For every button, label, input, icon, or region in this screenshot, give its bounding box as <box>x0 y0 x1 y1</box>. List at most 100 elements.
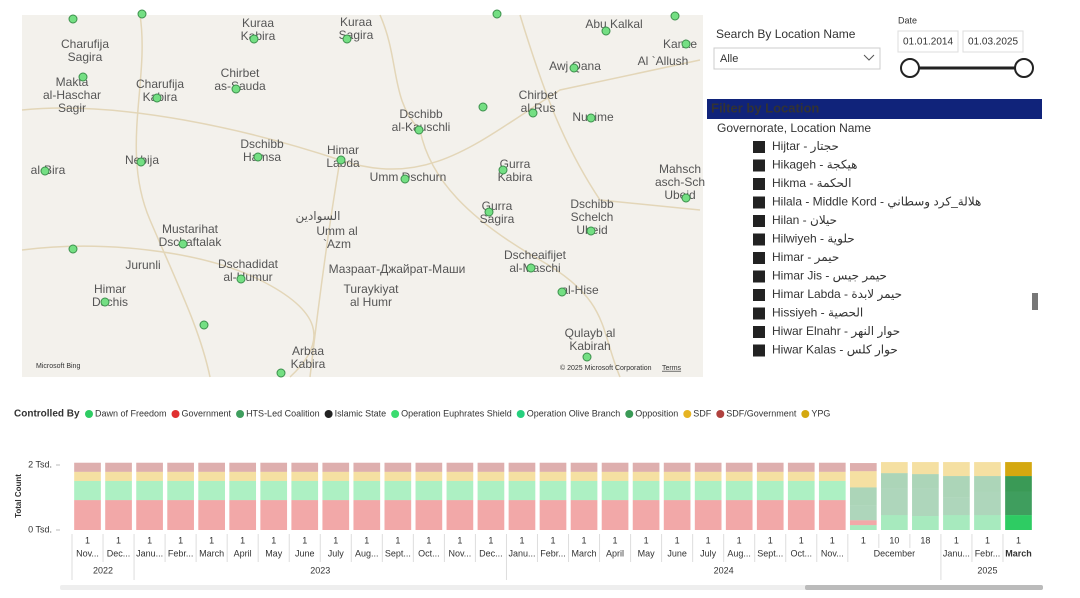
date-start-box[interactable] <box>897 30 959 53</box>
x-tick-label: 1 <box>954 535 959 545</box>
place-label: al-Rus <box>521 101 556 115</box>
checkbox[interactable] <box>753 196 765 209</box>
place-label: Mustarihat <box>162 222 219 236</box>
checkbox[interactable] <box>753 307 765 320</box>
legend-label: SDF <box>693 408 712 418</box>
bar-segment <box>198 462 225 472</box>
checkbox[interactable] <box>753 289 765 301</box>
place-label: Abu Kalkal <box>585 17 642 31</box>
place-label: Kanke <box>663 37 697 51</box>
bar-segment <box>1005 476 1032 492</box>
month-label: Nov... <box>448 548 471 558</box>
bar-segment <box>663 462 691 472</box>
date-end-box[interactable] <box>962 30 1024 53</box>
place-label: Umm al <box>316 224 357 238</box>
map-logo: Microsoft Bing <box>36 363 80 370</box>
location-dot <box>100 297 110 307</box>
bar-segment <box>912 488 939 517</box>
location-dot <box>137 9 147 19</box>
place-label: Gurra <box>500 157 531 171</box>
bar-segment <box>632 471 660 481</box>
bar-segment <box>477 500 505 530</box>
checkbox[interactable] <box>753 215 765 227</box>
bar-segment <box>74 462 101 472</box>
bar-chart: Controlled By Total Count 0 Tsd. 2 Tsd. Da… <box>14 408 1043 590</box>
month-label: Aug... <box>355 548 379 558</box>
month-label: Dec... <box>479 548 503 558</box>
location-dot <box>68 14 78 24</box>
place-label: Jurunli <box>125 258 160 272</box>
checkbox[interactable] <box>753 159 765 172</box>
x-tick-label: 10 <box>889 535 899 545</box>
place-label: Kuraa <box>242 16 274 30</box>
place-label: al-Hise <box>561 283 599 297</box>
checkbox[interactable] <box>753 178 765 190</box>
place-label: as-Sauda <box>214 79 266 93</box>
location-dot <box>681 39 691 49</box>
bar-segment <box>663 480 691 501</box>
checkbox[interactable] <box>753 270 765 283</box>
bar-segment <box>477 462 505 472</box>
bar-segment <box>384 471 412 481</box>
place-label: Mahsch <box>659 162 701 176</box>
legend-swatch <box>516 410 525 418</box>
year-label: 2022 <box>93 565 113 575</box>
location-dot <box>528 108 538 118</box>
place-label: Dscheaifijet <box>504 248 567 262</box>
bar-segment <box>725 480 753 501</box>
bar-segment <box>694 471 722 481</box>
x-tick-label: 1 <box>799 535 804 545</box>
checkbox[interactable] <box>753 326 765 338</box>
month-label: Febr... <box>168 548 194 558</box>
legend-swatch <box>391 410 400 418</box>
legend-swatch <box>625 410 634 418</box>
bar-segment <box>725 471 753 481</box>
dropdown[interactable] <box>713 47 881 70</box>
map-terms[interactable]: Terms <box>662 365 682 372</box>
location-dot <box>681 193 691 203</box>
bar-segment <box>105 462 132 472</box>
bar-segment <box>974 491 1001 516</box>
place-label: Charufija <box>136 77 184 91</box>
filter-header-bar <box>707 99 1042 119</box>
location-dot <box>582 352 592 362</box>
month-label: Janu... <box>136 548 163 558</box>
legend-label: Opposition <box>635 408 678 418</box>
checkbox[interactable] <box>753 252 765 264</box>
month-label: May <box>638 548 656 558</box>
slider-handle[interactable] <box>1014 58 1034 78</box>
location-dot <box>178 239 188 249</box>
bar-segment <box>477 471 505 481</box>
checkbox[interactable] <box>753 344 765 357</box>
place-label: Chirbet <box>519 88 558 102</box>
location-dot <box>526 263 536 273</box>
checkbox[interactable] <box>753 141 765 153</box>
bar-segment <box>663 471 691 481</box>
checkbox[interactable] <box>753 233 765 246</box>
bar-segment <box>663 500 691 530</box>
filter-item: Hiwar Elnahr - حوار النهر <box>772 324 900 339</box>
filter-item: Hikageh - هيكجة <box>772 158 857 172</box>
slider-handle[interactable] <box>900 58 920 78</box>
bar-segment <box>756 471 784 481</box>
bar-segment <box>974 462 1001 477</box>
x-tick-label: 1 <box>737 535 742 545</box>
x-scrollbar-thumb[interactable] <box>805 585 1043 590</box>
legend-swatch <box>683 410 692 418</box>
bar-segment <box>508 471 536 481</box>
month-label: Oct... <box>418 548 440 558</box>
bar-segment <box>198 471 225 481</box>
bar-segment <box>601 480 629 501</box>
filter-item: Hiwar Kalas - حوار كلس <box>772 343 898 358</box>
location-dot <box>557 287 567 297</box>
bar-segment <box>912 474 939 489</box>
bar-segment <box>881 488 908 516</box>
bar-segment <box>694 462 722 472</box>
bar-segment <box>167 500 194 530</box>
bar-segment <box>694 480 722 501</box>
bar-segment <box>136 471 163 481</box>
bar-segment <box>818 462 846 472</box>
place-label: Dschibb <box>399 107 443 121</box>
place-label: Al `Allush <box>638 54 689 68</box>
scrollbar[interactable] <box>1032 293 1038 310</box>
